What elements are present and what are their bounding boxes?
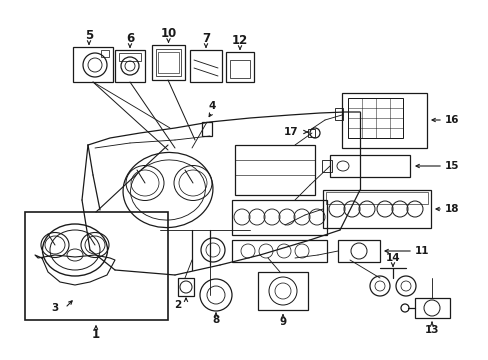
- Bar: [321, 160, 331, 172]
- Bar: [307, 129, 314, 137]
- Text: 13: 13: [424, 325, 438, 335]
- Bar: [229, 60, 249, 78]
- Bar: [190, 50, 222, 82]
- Text: 3: 3: [51, 303, 59, 313]
- Bar: [152, 45, 184, 80]
- Text: 17: 17: [283, 127, 297, 137]
- Bar: [323, 190, 430, 228]
- Text: 8: 8: [212, 315, 219, 325]
- Bar: [334, 108, 342, 120]
- Bar: [225, 52, 253, 82]
- Bar: [178, 278, 194, 296]
- Bar: [337, 240, 379, 262]
- Text: 9: 9: [279, 317, 286, 327]
- Text: 6: 6: [125, 32, 134, 45]
- Bar: [235, 145, 314, 195]
- Text: 2: 2: [174, 300, 181, 310]
- Bar: [325, 192, 427, 204]
- Bar: [25, 212, 168, 320]
- Bar: [258, 272, 307, 310]
- Bar: [115, 50, 145, 82]
- Bar: [156, 49, 181, 76]
- Bar: [202, 122, 212, 136]
- Text: 5: 5: [85, 28, 93, 41]
- Bar: [119, 53, 141, 61]
- Bar: [101, 50, 109, 57]
- Bar: [231, 240, 326, 262]
- Text: 12: 12: [231, 33, 247, 46]
- Text: 16: 16: [444, 115, 459, 125]
- Bar: [158, 52, 179, 73]
- Bar: [231, 200, 326, 235]
- Bar: [414, 298, 449, 318]
- Bar: [347, 98, 402, 138]
- Text: 18: 18: [444, 204, 459, 214]
- Text: 14: 14: [385, 253, 400, 263]
- Text: 1: 1: [92, 328, 100, 342]
- Bar: [329, 155, 409, 177]
- Text: 11: 11: [414, 246, 428, 256]
- Text: 7: 7: [202, 32, 210, 45]
- Bar: [341, 93, 426, 148]
- Text: 15: 15: [444, 161, 459, 171]
- Text: 10: 10: [160, 27, 176, 40]
- Text: 4: 4: [208, 101, 215, 111]
- Bar: [73, 47, 113, 82]
